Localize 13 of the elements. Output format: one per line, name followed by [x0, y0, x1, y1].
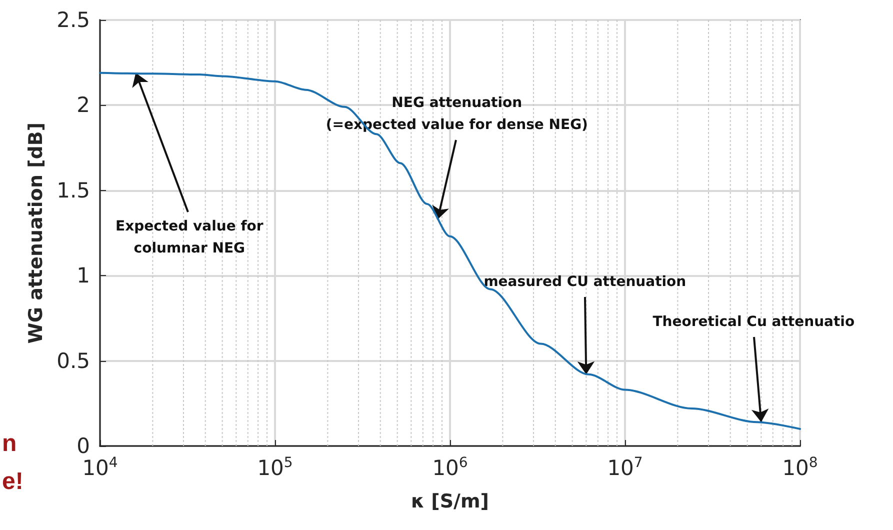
y-tick-label: 1.5: [56, 178, 90, 202]
y-tick-label: 2: [76, 93, 90, 118]
y-tick-label: 0.5: [56, 348, 90, 373]
annotation: Theoretical Cu attenuatio: [652, 314, 855, 330]
y-tick-label: 0: [76, 434, 90, 458]
annotation: Expected value for columnar NEG: [115, 218, 264, 257]
text: e!: [2, 468, 24, 496]
x-axis-title: κ [S/m]: [411, 490, 489, 512]
y-tick-label: 2.5: [56, 8, 90, 32]
annotation: measured CU attenuation: [484, 274, 686, 290]
y-tick-label: 1: [76, 264, 90, 288]
y-axis-title: WG attenuation [dB]: [25, 122, 48, 344]
text: n: [2, 430, 17, 458]
